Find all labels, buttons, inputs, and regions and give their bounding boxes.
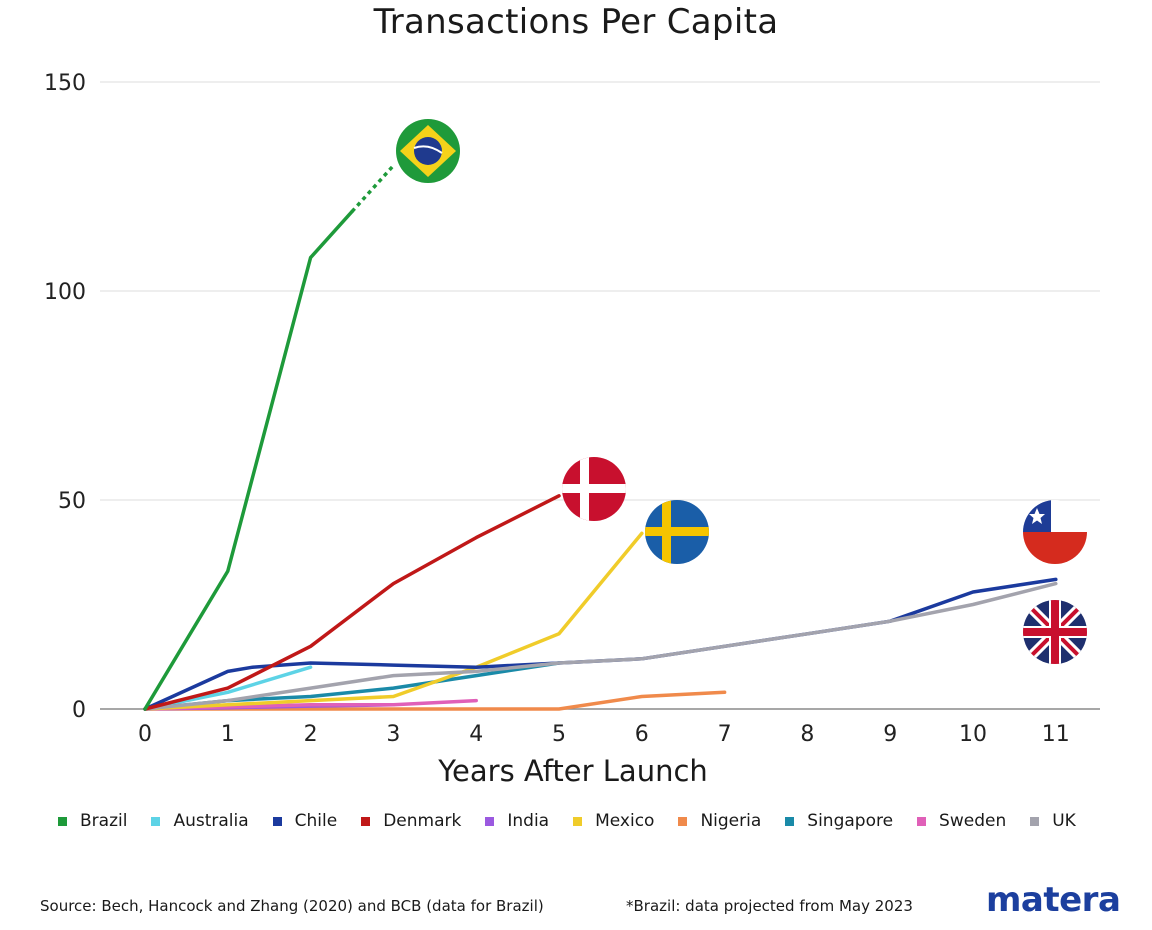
legend-label: Sweden xyxy=(939,811,1007,831)
legend-swatch xyxy=(1030,816,1040,826)
x-tick-label: 2 xyxy=(304,722,318,747)
x-tick-label: 6 xyxy=(635,722,649,747)
denmark-flag-icon xyxy=(562,457,626,521)
legend-label: Denmark xyxy=(383,811,462,831)
x-tick-label: 1 xyxy=(221,722,235,747)
x-tick-label: 10 xyxy=(959,722,987,747)
series-line-brazil xyxy=(143,209,354,711)
series-line-denmark xyxy=(143,494,561,711)
projection-note: *Brazil: data projected from May 2023 xyxy=(626,897,913,915)
legend-label: Mexico xyxy=(595,811,655,831)
legend-label: UK xyxy=(1052,811,1076,831)
series-line-chile xyxy=(143,577,1058,711)
legend-swatch xyxy=(272,816,282,826)
x-tick-label: 7 xyxy=(718,722,732,747)
legend-label: Singapore xyxy=(807,811,894,831)
series-lines xyxy=(143,164,1058,711)
series-line-mexico xyxy=(143,531,644,711)
legend-item: Denmark xyxy=(361,811,461,831)
chart-title: Transactions Per Capita xyxy=(373,2,779,42)
legend-item: Singapore xyxy=(785,811,893,831)
y-tick-label: 150 xyxy=(44,71,86,96)
legend-label: Australia xyxy=(173,811,249,831)
legend-item: Chile xyxy=(272,811,338,831)
legend-item: UK xyxy=(1030,811,1076,831)
sweden-flag-icon xyxy=(645,500,709,564)
legend-label: Nigeria xyxy=(700,811,762,831)
legend-swatch xyxy=(361,816,371,826)
x-tick-label: 5 xyxy=(552,722,566,747)
x-tick-label: 9 xyxy=(883,722,897,747)
y-tick-label: 100 xyxy=(44,280,86,305)
legend-label: India xyxy=(507,811,550,831)
legend-swatch xyxy=(785,816,795,826)
y-tick-label: 50 xyxy=(58,489,86,514)
brand-logo: matera xyxy=(986,880,1121,920)
legend-swatch xyxy=(678,816,688,826)
legend-item: Australia xyxy=(151,811,249,831)
legend-item: Mexico xyxy=(573,811,654,831)
legend-swatch xyxy=(573,816,583,826)
brazil-flag-icon xyxy=(396,119,460,183)
legend-item: Brazil xyxy=(58,811,127,831)
x-tick-label: 4 xyxy=(469,722,483,747)
y-axis-ticks: 0 50 100 150 xyxy=(44,71,86,723)
legend: Brazil Australia Chile Denmark India Mexico Ni… xyxy=(58,809,1118,833)
series-projection-brazil xyxy=(350,164,395,213)
legend-label: Brazil xyxy=(80,811,128,831)
x-tick-label: 3 xyxy=(386,722,400,747)
x-axis-ticks: 0 1 2 3 4 5 6 7 8 9 10 11 xyxy=(138,722,1070,747)
legend-swatch xyxy=(917,816,927,826)
legend-swatch xyxy=(151,816,161,826)
legend-item: Nigeria xyxy=(678,811,761,831)
legend-swatch xyxy=(58,816,67,826)
series-line-uk xyxy=(143,581,1058,711)
x-axis-label: Years After Launch xyxy=(438,754,708,788)
legend-item: Sweden xyxy=(917,811,1006,831)
y-tick-label: 0 xyxy=(72,698,86,723)
gridlines xyxy=(100,81,1100,710)
x-tick-label: 0 xyxy=(138,722,152,747)
x-tick-label: 11 xyxy=(1042,722,1070,747)
legend-swatch xyxy=(485,816,495,826)
legend-label: Chile xyxy=(294,811,338,831)
legend-item: India xyxy=(485,811,549,831)
x-tick-label: 8 xyxy=(800,722,814,747)
chile-flag-icon xyxy=(1023,500,1087,564)
source-note: Source: Bech, Hancock and Zhang (2020) a… xyxy=(40,897,544,915)
uk-flag-icon xyxy=(1023,600,1087,664)
